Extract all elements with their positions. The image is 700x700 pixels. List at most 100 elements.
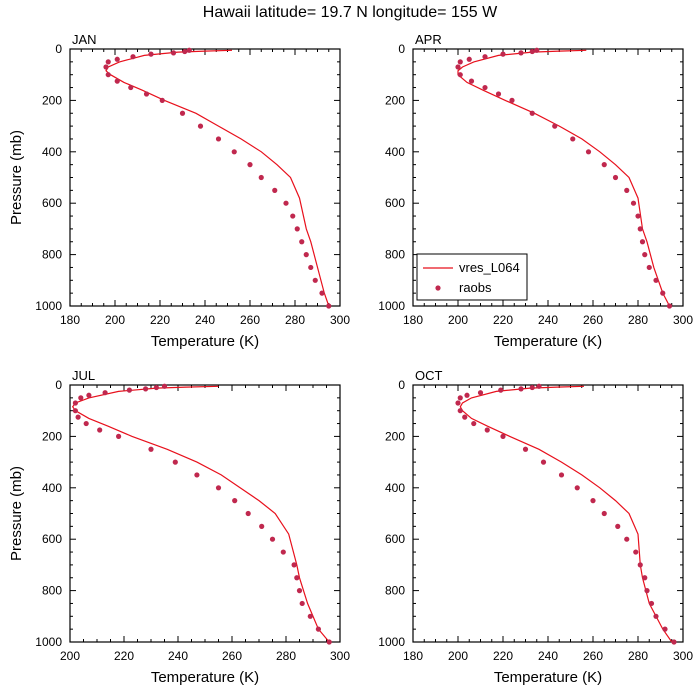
legend-dot-swatch — [435, 285, 441, 291]
obs-point — [283, 200, 289, 206]
x-tick-label: 220 — [493, 649, 513, 663]
obs-point — [269, 536, 276, 542]
obs-point — [232, 498, 238, 504]
obs-point — [130, 54, 136, 60]
x-tick-label: 300 — [673, 313, 693, 327]
obs-point — [660, 290, 666, 296]
obs-point — [518, 50, 524, 56]
obs-point — [86, 392, 92, 398]
obs-point — [272, 187, 278, 193]
y-tick-label: 200 — [42, 429, 62, 443]
obs-point — [215, 136, 222, 142]
obs-point — [457, 59, 463, 65]
legend-label-model: vres_L064 — [459, 260, 520, 275]
x-tick-label: 220 — [150, 313, 170, 327]
obs-point — [637, 562, 643, 568]
obs-point — [231, 149, 237, 155]
x-axis-title: Temperature (K) — [494, 669, 602, 686]
x-tick-label: 260 — [583, 649, 603, 663]
obs-point — [482, 54, 488, 60]
obs-point — [326, 639, 332, 645]
panel-label: JUL — [72, 368, 95, 383]
panel-label: JAN — [72, 32, 97, 47]
obs-point — [536, 383, 542, 389]
obs-point — [105, 72, 111, 78]
obs-point — [648, 600, 655, 607]
obs-point — [637, 226, 643, 232]
obs-point — [471, 420, 477, 427]
obs-point — [182, 48, 188, 55]
obs-point — [630, 200, 637, 206]
legend-label-obs: raobs — [459, 280, 492, 295]
obs-point — [662, 626, 668, 632]
obs-point — [498, 387, 504, 393]
obs-point — [601, 162, 607, 168]
x-tick-label: 260 — [240, 313, 260, 327]
obs-point — [72, 400, 78, 406]
obs-point — [484, 427, 490, 433]
x-tick-label: 300 — [330, 649, 350, 663]
obs-point — [215, 485, 222, 491]
x-tick-label: 220 — [493, 313, 513, 327]
x-tick-label: 280 — [276, 649, 296, 663]
obs-point — [326, 303, 332, 309]
x-tick-label: 200 — [448, 649, 468, 663]
obs-point — [259, 523, 265, 529]
x-axis-title: Temperature (K) — [494, 333, 602, 350]
panel-apr: 180 200 220 240 260 280 300 0 200 400 600 800 1000 Te… — [378, 32, 693, 350]
obs-point — [308, 264, 314, 271]
obs-point — [319, 290, 325, 296]
obs-point — [153, 384, 159, 391]
y-tick-label: 0 — [55, 42, 62, 56]
x-axis-title: Temperature (K) — [151, 669, 259, 686]
obs-point — [646, 264, 652, 271]
y-tick-label: 0 — [55, 378, 62, 392]
obs-point — [143, 386, 149, 392]
obs-point — [635, 213, 641, 219]
y-tick-label: 200 — [385, 93, 405, 107]
y-tick-label: 800 — [42, 248, 62, 262]
panel-label: OCT — [415, 368, 443, 383]
y-axis-title: Pressure (mb) — [8, 466, 25, 561]
obs-point — [552, 123, 558, 129]
obs-point — [105, 59, 111, 65]
x-tick-label: 200 — [105, 313, 125, 327]
obs-point — [247, 162, 253, 168]
obs-point — [585, 149, 592, 155]
obs-point — [291, 562, 297, 568]
obs-point — [540, 459, 547, 465]
obs-point — [633, 549, 639, 555]
obs-point — [522, 446, 529, 452]
y-tick-label: 200 — [42, 93, 62, 107]
obs-point — [509, 97, 515, 103]
obs-point — [518, 386, 524, 392]
y-tick-label: 1000 — [35, 299, 62, 313]
obs-point — [666, 303, 673, 309]
y-tick-label: 400 — [385, 481, 405, 495]
obs-point — [75, 414, 81, 420]
obs-point — [296, 588, 303, 594]
y-tick-label: 600 — [42, 532, 62, 546]
y-tick-label: 1000 — [378, 299, 405, 313]
model-line — [459, 385, 673, 643]
panel-jul: 200 220 240 260 280 300 0 200 400 600 800 1000 Tempe… — [8, 368, 350, 686]
y-tick-label: 1000 — [378, 635, 405, 649]
obs-point — [78, 395, 84, 401]
obs-point — [558, 472, 565, 478]
obs-point — [299, 600, 305, 607]
y-tick-label: 800 — [42, 584, 62, 598]
obs-point — [159, 97, 165, 103]
obs-point — [114, 78, 120, 84]
obs-point — [97, 427, 103, 433]
panel-jan: 180 200 220 240 260 280 300 0 200 400 600 800 1000 Te… — [8, 32, 350, 350]
obs-point — [307, 613, 313, 619]
model-line — [105, 49, 330, 307]
obs-point — [299, 239, 305, 245]
obs-point — [653, 277, 659, 283]
obs-point — [315, 626, 321, 632]
x-tick-label: 180 — [403, 313, 423, 327]
obs-point — [280, 549, 286, 555]
x-tick-label: 240 — [168, 649, 188, 663]
obs-point — [500, 51, 506, 57]
